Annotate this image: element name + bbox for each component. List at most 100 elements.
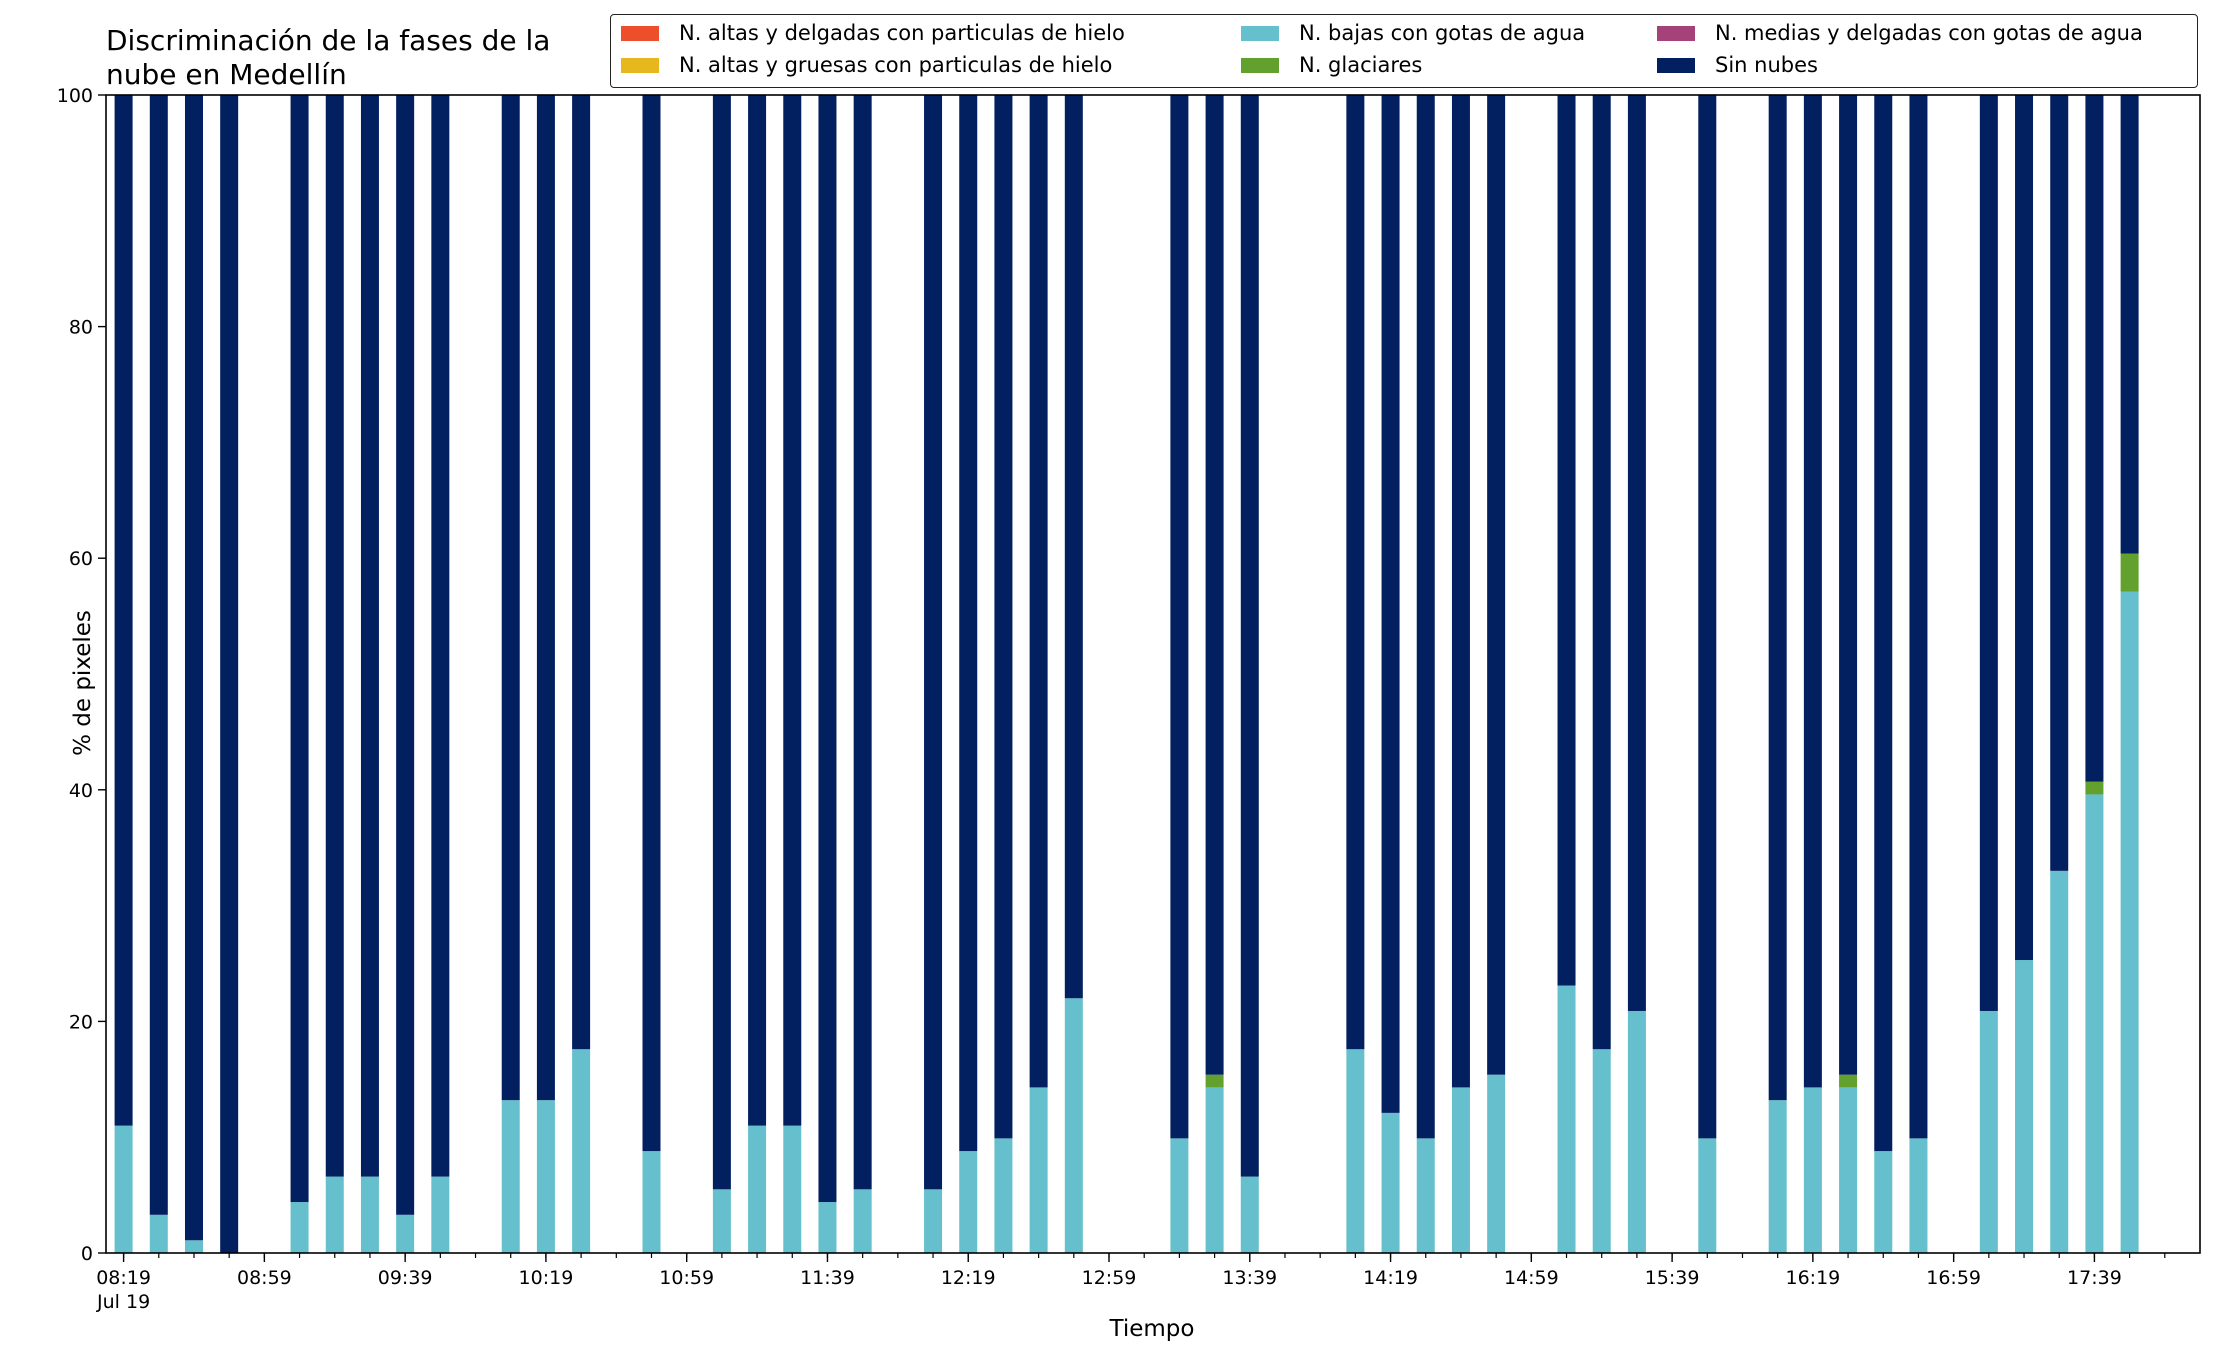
plot-frame: [105, 94, 2201, 1254]
bar-segment: [184, 1240, 203, 1253]
bar-segment: [1240, 95, 1259, 1177]
bar-segment: [959, 1151, 978, 1253]
bar-segment: [1698, 1138, 1717, 1253]
bar-segment: [431, 95, 450, 1177]
legend-label: N. altas y gruesas con particulas de hie…: [679, 53, 1113, 77]
chart-title: Discriminación de la fases de la nube en…: [106, 24, 551, 91]
x-tick-label: 11:39: [800, 1267, 855, 1289]
bar-segment: [1592, 1049, 1611, 1253]
x-tick-label: 08:59: [237, 1267, 292, 1289]
bar-segment: [2050, 95, 2069, 871]
bar-segment: [1064, 998, 1083, 1253]
bars-group: [114, 95, 2139, 1253]
bar-segment: [2085, 794, 2104, 1253]
x-tick-label: 12:19: [941, 1267, 996, 1289]
bar-segment: [1874, 1151, 1893, 1253]
bar-segment: [325, 95, 344, 1177]
bar-segment: [114, 1125, 133, 1253]
bar-segment: [2120, 553, 2139, 592]
bar-segment: [2120, 95, 2139, 554]
y-tick-label: 0: [81, 1243, 93, 1265]
x-tick-label: 15:39: [1645, 1267, 1700, 1289]
x-tick-label: 14:59: [1504, 1267, 1559, 1289]
x-tick-label: 13:39: [1222, 1267, 1277, 1289]
bar-segment: [1874, 95, 1893, 1152]
bar-segment: [360, 1176, 379, 1253]
y-tick-label: 80: [69, 317, 93, 339]
bar-segment: [2015, 960, 2034, 1253]
legend-item-glaciares: N. glaciares: [1241, 53, 1422, 77]
y-tick-label: 60: [69, 548, 93, 570]
legend-swatch: [621, 25, 659, 41]
bar-segment: [1979, 1010, 1998, 1253]
legend-swatch: [1241, 25, 1279, 41]
bar-segment: [783, 1125, 802, 1253]
bar-segment: [853, 1189, 872, 1253]
bar-segment: [1768, 1100, 1787, 1253]
bar-segment: [1487, 95, 1506, 1075]
bar-segment: [1346, 1049, 1365, 1253]
bar-segment: [712, 95, 731, 1190]
bar-segment: [325, 1176, 344, 1253]
bar-segment: [1416, 95, 1435, 1139]
y-axis-label: % de pixeles: [69, 610, 96, 756]
bar-segment: [220, 95, 239, 1253]
legend-item-medias: N. medias y delgadas con gotas de agua: [1657, 21, 2143, 45]
bar-segment: [1839, 95, 1858, 1075]
bar-segment: [1381, 95, 1400, 1113]
bar-segment: [2120, 591, 2139, 1253]
bar-segment: [959, 95, 978, 1152]
x-tick-label: 16:59: [1926, 1267, 1981, 1289]
bar-segment: [783, 95, 802, 1126]
legend-swatch: [621, 57, 659, 73]
bar-segment: [290, 95, 309, 1203]
bar-segment: [994, 1138, 1013, 1253]
bar-segment: [1627, 95, 1646, 1011]
bar-segment: [501, 95, 520, 1101]
y-tick-label: 40: [69, 780, 93, 802]
bar-segment: [1979, 95, 1998, 1011]
bar-segment: [1803, 1087, 1822, 1253]
legend-item-bajas: N. bajas con gotas de agua: [1241, 21, 1585, 45]
bar-segment: [1170, 1138, 1189, 1253]
bar-segment: [184, 95, 203, 1241]
bar-segment: [1592, 95, 1611, 1050]
bar-segment: [1205, 1087, 1224, 1253]
bar-segment: [1557, 985, 1576, 1253]
bar-segment: [1381, 1112, 1400, 1253]
legend-label: N. glaciares: [1299, 53, 1423, 77]
x-tick-label: 09:39: [378, 1267, 433, 1289]
bar-segment: [748, 1125, 767, 1253]
bar-segment: [924, 1189, 943, 1253]
x-tick-label: 10:19: [519, 1267, 574, 1289]
legend: N. altas y delgadas con particulas de hi…: [610, 14, 2198, 88]
bar-segment: [536, 1100, 555, 1253]
bar-segment: [149, 1214, 168, 1253]
bar-segment: [1029, 95, 1048, 1088]
bar-segment: [2085, 95, 2104, 782]
legend-swatch: [1657, 25, 1695, 41]
bar-segment: [396, 95, 415, 1215]
bar-segment: [1029, 1087, 1048, 1253]
bar-segment: [1451, 95, 1470, 1088]
y-tick-label: 20: [69, 1011, 93, 1033]
bar-segment: [1346, 95, 1365, 1050]
bar-segment: [818, 1202, 837, 1253]
bar-segment: [642, 95, 661, 1152]
bar-segment: [924, 95, 943, 1190]
bar-segment: [572, 1049, 591, 1253]
bar-segment: [642, 1151, 661, 1253]
bar-segment: [1627, 1010, 1646, 1253]
bar-segment: [114, 95, 133, 1126]
legend-swatch: [1241, 57, 1279, 73]
bar-segment: [748, 95, 767, 1126]
bar-segment: [2050, 870, 2069, 1253]
legend-swatch: [1657, 57, 1695, 73]
bar-segment: [360, 95, 379, 1177]
bar-segment: [149, 95, 168, 1215]
legend-item-altas-gruesas: N. altas y gruesas con particulas de hie…: [621, 53, 1112, 77]
bar-segment: [1557, 95, 1576, 986]
x-tick-label: 08:19: [96, 1267, 151, 1289]
